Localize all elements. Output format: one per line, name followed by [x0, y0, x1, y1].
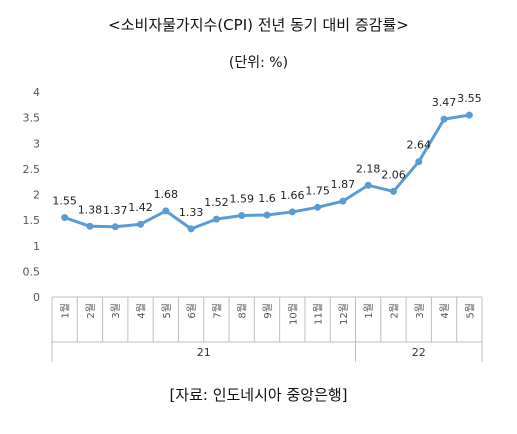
data-point [440, 115, 448, 123]
y-tick-label: 3 [33, 137, 40, 150]
x-tick-label: 11월 [313, 303, 325, 325]
data-point [61, 214, 69, 222]
chart-title: <소비자물가지수(CPI) 전년 동기 대비 증감률> [108, 16, 409, 34]
data-label: 3.47 [432, 96, 457, 109]
data-label: 1.52 [204, 196, 229, 209]
x-tick-label: 3월 [414, 303, 426, 319]
data-label: 1.55 [52, 195, 77, 208]
data-point [389, 187, 397, 195]
data-point [415, 158, 423, 166]
y-tick-label: 2 [33, 189, 40, 202]
data-point [212, 215, 220, 223]
y-tick-label: 0 [33, 291, 40, 304]
x-tick-label: 4월 [136, 303, 148, 319]
x-tick-label: 1월 [60, 303, 72, 319]
series-points [61, 111, 473, 233]
x-tick-label: 6월 [186, 303, 198, 319]
data-point [364, 181, 372, 189]
data-label: 1.33 [179, 206, 204, 219]
data-point [339, 197, 347, 205]
x-tick-label: 2월 [388, 303, 400, 319]
data-label: 2.06 [381, 168, 406, 181]
x-tick-label: 7월 [211, 303, 223, 319]
y-tick-label: 3.5 [23, 112, 41, 125]
y-tick-label: 1 [33, 240, 40, 253]
year-group-label: 21 [197, 346, 211, 359]
data-label: 1.42 [128, 201, 153, 214]
data-point [465, 111, 473, 119]
x-tick-label: 12월 [338, 303, 350, 325]
x-tick-label: 3월 [110, 303, 122, 319]
data-point [187, 225, 195, 233]
data-point [314, 203, 322, 211]
x-tick-label: 2월 [85, 303, 97, 319]
x-tick-label: 4월 [439, 303, 451, 319]
axes [51, 296, 483, 362]
data-label: 1.6 [258, 192, 276, 205]
data-point [137, 220, 145, 228]
data-label: 2.64 [407, 139, 432, 152]
data-label: 1.75 [305, 184, 330, 197]
data-label: 1.37 [103, 204, 128, 217]
data-label: 2.18 [356, 162, 381, 175]
y-axis-ticks: 0 0.5 1 1.5 2 2.5 3 3.5 4 [23, 86, 41, 304]
x-tick-label: 1월 [363, 303, 375, 319]
data-labels: 1.551.38 1.37 1.421.681.331.52 1.59 1.6 1.66 1… [52, 92, 481, 219]
data-point [111, 223, 119, 231]
data-point [86, 222, 94, 230]
data-label: 1.68 [154, 188, 179, 201]
data-label: 1.66 [280, 189, 305, 202]
data-point [162, 207, 170, 215]
year-group-label: 22 [412, 346, 426, 359]
x-tick-label: 5월 [161, 303, 173, 319]
y-tick-label: 1.5 [23, 214, 41, 227]
data-label: 3.55 [457, 92, 482, 105]
x-tick-label: 9월 [262, 303, 274, 319]
chart-source: [자료: 인도네시아 중앙은행] [169, 386, 348, 404]
y-tick-label: 2.5 [23, 163, 41, 176]
y-tick-label: 4 [33, 86, 40, 99]
data-label: 1.87 [331, 178, 356, 191]
chart-unit: (단위: %) [228, 55, 289, 71]
x-axis-ticks: 1월 2월 3월 4월 5월 6월 7월 8월 9월 10월 11월 12월 1월 2월 3월 4월 5월 21 2… [60, 303, 477, 359]
data-point [288, 208, 296, 216]
data-point [263, 211, 271, 219]
data-point [238, 212, 246, 220]
x-tick-label: 5월 [464, 303, 476, 319]
y-tick-label: 0.5 [23, 265, 41, 278]
x-tick-label: 10월 [287, 303, 299, 325]
data-label: 1.59 [229, 193, 254, 206]
x-tick-label: 8월 [237, 303, 249, 319]
data-label: 1.38 [78, 203, 103, 216]
